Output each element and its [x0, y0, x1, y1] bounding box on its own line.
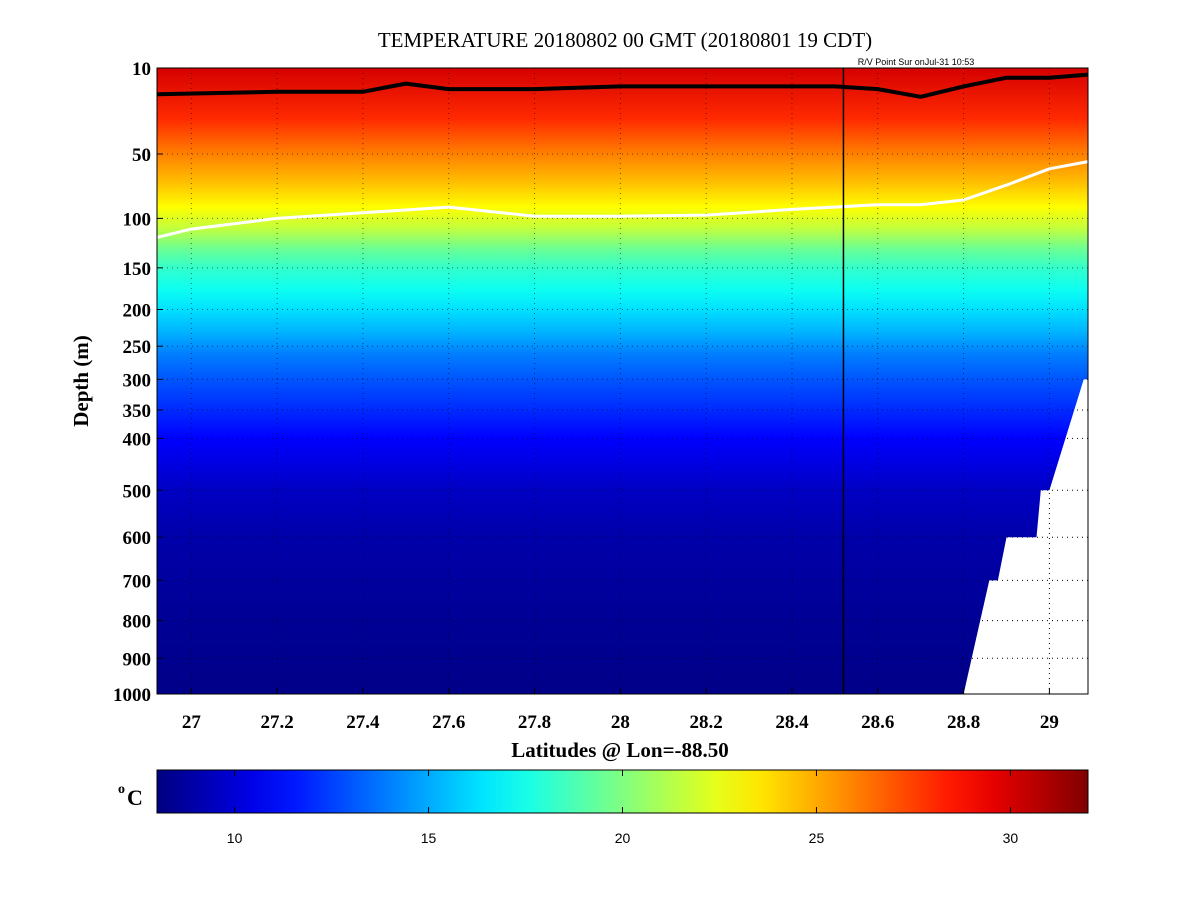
- colorbar-gradient: [156, 769, 1089, 814]
- x-tick-label: 27: [182, 712, 202, 733]
- bottom-mask: [963, 379, 1088, 694]
- x-tick-label: 28.2: [690, 712, 723, 733]
- y-tick-label: 250: [123, 337, 152, 358]
- plot-area: [156, 67, 1089, 695]
- y-axis-ticks: 10 50 100 150 200 250 300 350 400 500 600 700 800 900…: [113, 59, 163, 706]
- plot-frame: [156, 67, 1089, 695]
- y-tick-label: 100: [123, 209, 152, 230]
- x-tick-label: 27.4: [346, 712, 380, 733]
- x-axis-ticks: 27 27.2 27.4 27.6 27.8 28 28.2 28.4 28.6 28.8 29: [182, 688, 1059, 733]
- temperature-field: [157, 68, 1088, 694]
- y-tick-label: 900: [123, 649, 152, 670]
- y-tick-label: 350: [123, 401, 152, 422]
- x-tick-label: 29: [1040, 712, 1059, 733]
- source-label: R/V Point Sur onJul-31 10:53: [858, 57, 975, 67]
- contour-lines: [156, 72, 1089, 239]
- x-tick-label: 27.2: [261, 712, 294, 733]
- x-tick-label: 28.6: [861, 712, 894, 733]
- x-axis-label: Latitudes @ Lon=-88.50: [511, 738, 729, 762]
- y-axis-label: Depth (m): [69, 335, 93, 427]
- x-tick-label: 28.8: [947, 712, 980, 733]
- y-tick-label: 1000: [113, 685, 151, 706]
- colorbar-tick-label: 30: [1003, 830, 1019, 846]
- y-tick-label: 700: [123, 571, 152, 592]
- y-tick-label: 200: [123, 301, 152, 322]
- colorbar-unit: C: [127, 785, 143, 810]
- colorbar-tick-label: 20: [615, 830, 631, 846]
- contour-line-white: [156, 160, 1089, 239]
- y-tick-label: 800: [123, 612, 152, 633]
- y-tick-label: 500: [123, 481, 152, 502]
- x-tick-label: 27.8: [518, 712, 551, 733]
- y-tick-label: 600: [123, 528, 152, 549]
- colorbar-tick-label: 15: [421, 830, 437, 846]
- x-tick-label: 28.4: [775, 712, 809, 733]
- y-tick-label: 50: [132, 145, 151, 166]
- y-tick-label: 400: [123, 429, 152, 450]
- y-tick-label: 10: [132, 59, 151, 80]
- y-tick-label: 300: [123, 370, 152, 391]
- colorbar-unit-superscript: o: [118, 782, 125, 797]
- y-tick-label: 150: [123, 259, 152, 280]
- chart-title: TEMPERATURE 20180802 00 GMT (20180801 19…: [378, 28, 872, 52]
- colorbar-ticks: 10 15 20 25 30: [227, 770, 1019, 846]
- x-tick-label: 28: [611, 712, 630, 733]
- colorbar: 10 15 20 25 30 o C: [118, 769, 1089, 846]
- grid-lines: [157, 68, 1088, 694]
- x-tick-label: 27.6: [432, 712, 465, 733]
- contour-line-black: [156, 72, 1089, 99]
- colorbar-tick-label: 25: [809, 830, 825, 846]
- colorbar-tick-label: 10: [227, 830, 243, 846]
